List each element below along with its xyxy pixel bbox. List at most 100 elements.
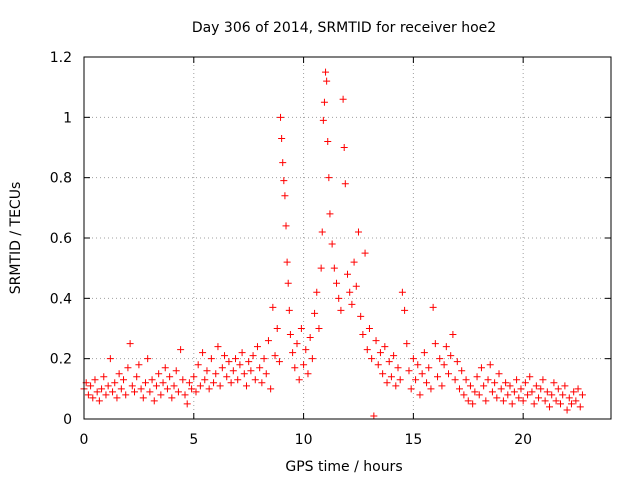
data-point xyxy=(293,340,301,348)
data-point xyxy=(344,270,351,278)
data-point xyxy=(91,376,99,384)
data-point xyxy=(286,331,294,339)
data-point xyxy=(324,137,332,145)
data-point xyxy=(510,388,518,396)
data-point xyxy=(161,364,169,372)
data-point xyxy=(348,300,356,308)
data-point xyxy=(273,325,281,332)
data-point xyxy=(131,388,139,396)
data-point xyxy=(313,288,321,296)
data-point xyxy=(392,382,400,390)
data-point xyxy=(535,394,543,402)
data-point xyxy=(427,385,435,393)
data-point xyxy=(166,373,174,381)
data-point xyxy=(277,113,285,121)
x-tick-label: 10 xyxy=(295,432,313,448)
data-point xyxy=(385,358,393,366)
data-point xyxy=(102,391,110,399)
data-point xyxy=(412,376,420,384)
data-point xyxy=(137,385,145,393)
data-point xyxy=(133,373,141,381)
data-point xyxy=(279,159,287,167)
data-point xyxy=(152,382,160,390)
data-point xyxy=(519,397,527,405)
data-point xyxy=(245,358,253,366)
y-axis-label: SRMTID / TECUs xyxy=(8,182,24,295)
data-point xyxy=(323,77,331,85)
data-point xyxy=(497,385,505,393)
data-point xyxy=(203,367,211,375)
data-point xyxy=(554,385,562,393)
data-point xyxy=(442,343,450,351)
data-point xyxy=(570,388,578,396)
data-point xyxy=(341,180,349,188)
data-point xyxy=(135,361,143,369)
y-tick-label: 0.2 xyxy=(50,352,72,368)
data-point xyxy=(111,379,119,387)
data-point xyxy=(466,382,474,390)
data-point xyxy=(451,376,459,384)
data-point xyxy=(170,382,178,390)
data-point xyxy=(445,370,453,378)
data-point xyxy=(453,358,461,366)
data-point xyxy=(216,382,224,390)
data-point xyxy=(394,364,402,372)
data-point xyxy=(515,394,523,402)
data-point xyxy=(229,367,237,375)
data-point xyxy=(506,382,514,390)
data-point xyxy=(565,394,573,402)
data-point xyxy=(409,355,417,363)
data-point xyxy=(115,370,123,378)
data-point xyxy=(528,388,536,396)
data-point xyxy=(333,279,341,287)
data-point xyxy=(398,288,406,296)
data-points xyxy=(80,68,586,420)
data-point xyxy=(289,349,297,357)
data-point xyxy=(559,391,567,399)
data-point xyxy=(185,379,193,387)
data-point xyxy=(508,400,516,408)
data-point xyxy=(556,400,564,408)
data-point xyxy=(350,258,358,266)
data-point xyxy=(328,240,336,248)
data-point xyxy=(480,382,488,390)
data-point xyxy=(251,376,259,384)
gridlines xyxy=(84,57,611,419)
data-point xyxy=(269,303,277,311)
data-point xyxy=(271,352,279,360)
data-point xyxy=(117,385,125,393)
data-point xyxy=(212,370,220,378)
data-point xyxy=(223,373,231,381)
data-point xyxy=(322,68,330,76)
data-point xyxy=(429,303,437,311)
data-point xyxy=(319,116,327,124)
data-point xyxy=(163,385,171,393)
data-point xyxy=(491,379,499,387)
data-point xyxy=(340,144,348,151)
data-point xyxy=(572,397,580,405)
data-point xyxy=(464,397,472,405)
data-point xyxy=(365,325,373,332)
data-point xyxy=(548,391,556,399)
data-point xyxy=(337,306,345,314)
data-point xyxy=(225,358,233,366)
data-point xyxy=(578,391,586,399)
data-point xyxy=(576,403,584,411)
data-point xyxy=(567,400,575,408)
data-point xyxy=(381,343,389,351)
data-point xyxy=(346,288,354,296)
data-point xyxy=(218,364,226,372)
data-point xyxy=(201,376,209,384)
data-point xyxy=(168,394,176,402)
data-point xyxy=(205,385,213,393)
data-point xyxy=(330,264,338,272)
data-point xyxy=(423,379,431,387)
data-point xyxy=(482,397,490,405)
data-point xyxy=(300,361,308,369)
data-point xyxy=(320,98,328,106)
y-tick-label: 0.4 xyxy=(50,291,72,307)
data-point xyxy=(221,352,229,360)
data-point xyxy=(436,355,444,363)
data-point xyxy=(106,355,114,363)
